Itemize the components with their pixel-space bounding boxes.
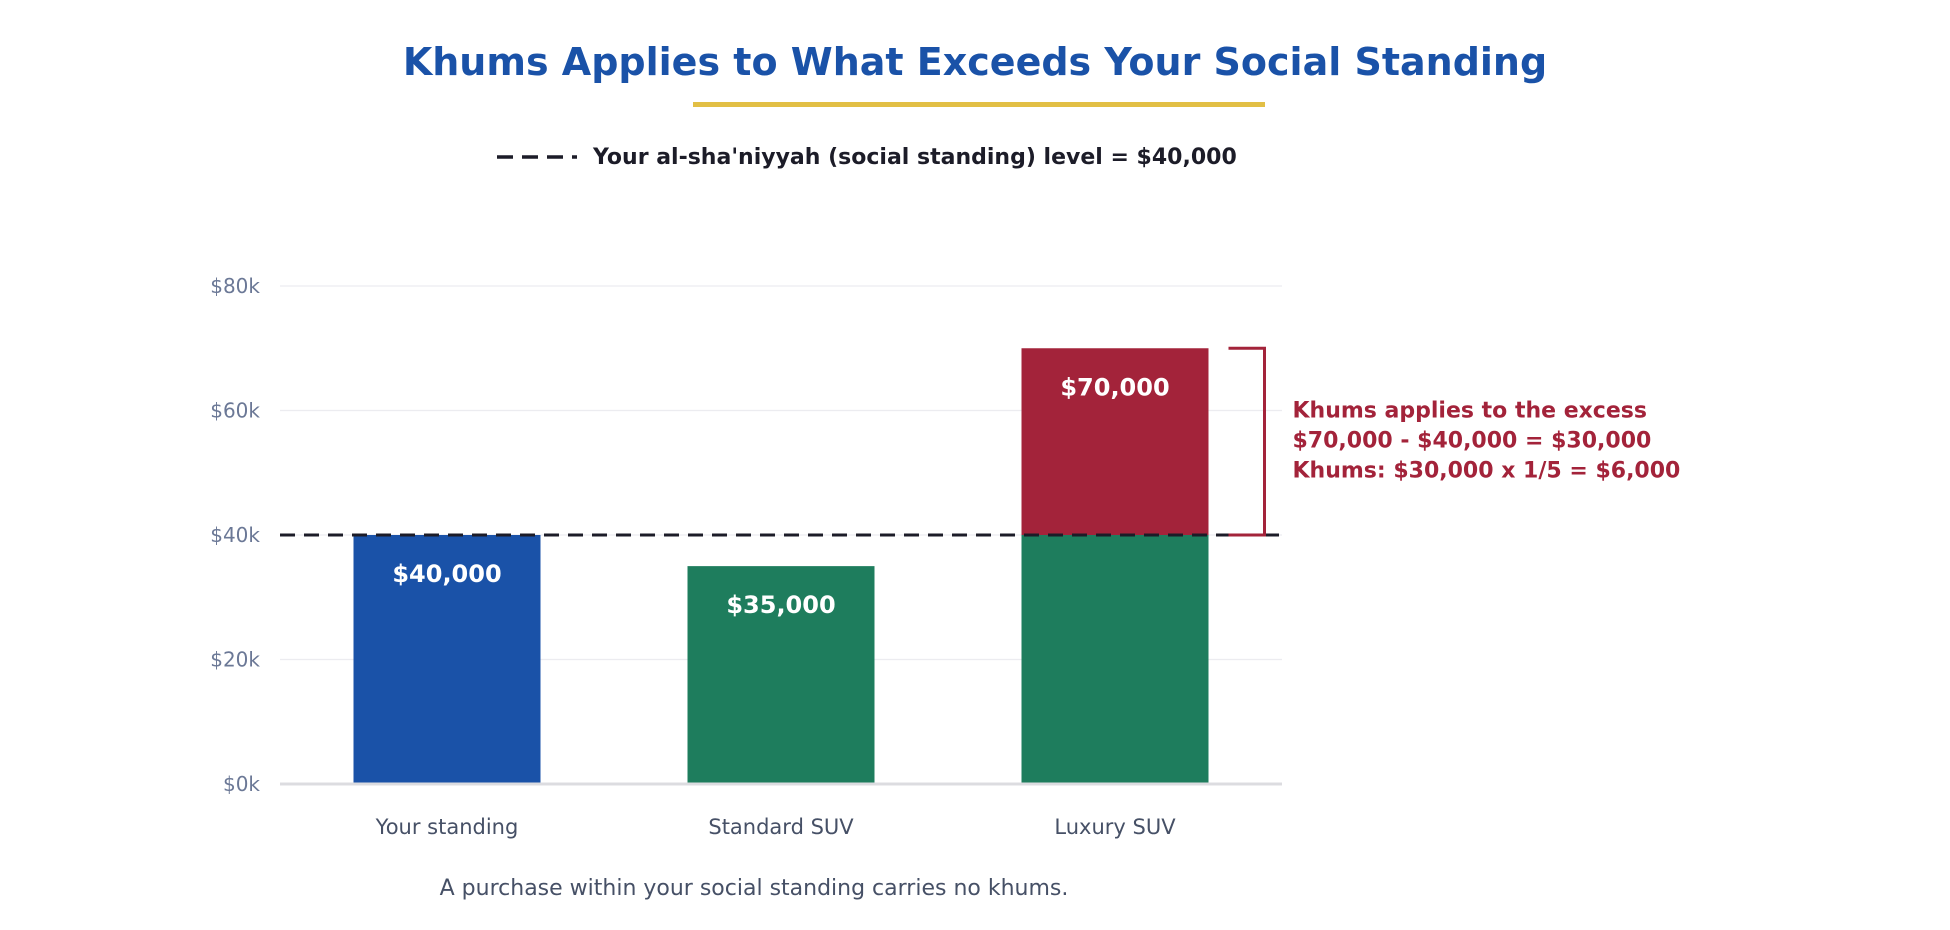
- bar: [687, 566, 875, 784]
- x-tick-label: Luxury SUV: [1054, 815, 1176, 839]
- legend-dashed-line-swatch: [497, 155, 577, 159]
- x-tick-label: Your standing: [375, 815, 519, 839]
- bar-data-label: $40,000: [392, 560, 501, 588]
- bar: [1021, 535, 1209, 784]
- legend-label: Your al-sha'niyyah (social standing) lev…: [593, 144, 1237, 170]
- chart-caption: A purchase within your social standing c…: [439, 876, 1069, 901]
- y-tick-label: $80k: [210, 274, 260, 298]
- y-tick-label: $40k: [210, 523, 260, 547]
- y-tick-label: $60k: [210, 399, 260, 423]
- excess-bracket: [1228, 346, 1266, 537]
- title-underline: [693, 102, 1265, 107]
- annotation-line: Khums applies to the excess: [1293, 399, 1647, 424]
- chart-title: Khums Applies to What Exceeds Your Socia…: [402, 40, 1548, 84]
- bar: [1021, 348, 1209, 535]
- x-tick-label: Standard SUV: [708, 815, 854, 839]
- bar-data-label: $70,000: [1060, 373, 1169, 401]
- annotation-line: $70,000 - $40,000 = $30,000: [1293, 429, 1652, 454]
- bar-data-label: $35,000: [726, 591, 835, 619]
- bar: [353, 535, 541, 784]
- y-tick-label: $20k: [210, 648, 260, 672]
- legend: Your al-sha'niyyah (social standing) lev…: [497, 142, 1237, 172]
- y-tick-label: $0k: [223, 772, 260, 796]
- annotation-line: Khums: $30,000 x 1/5 = $6,000: [1293, 459, 1681, 484]
